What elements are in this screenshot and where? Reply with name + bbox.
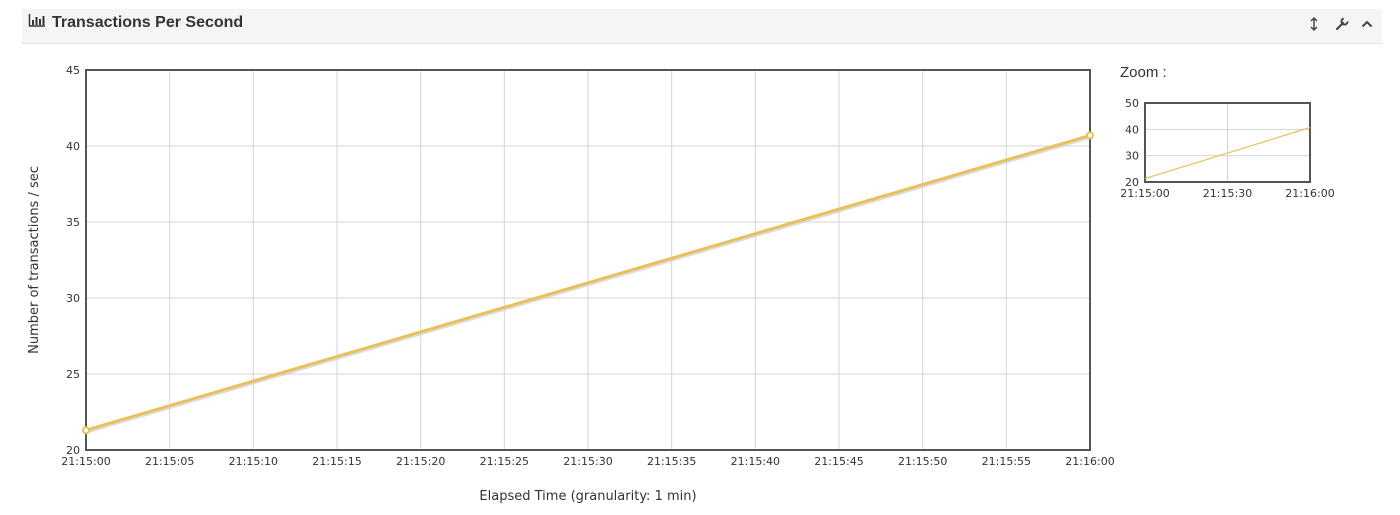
y-axis-title: Number of transactions / sec bbox=[27, 166, 42, 354]
wrench-icon[interactable] bbox=[1333, 14, 1351, 34]
x-tick-label: 21:15:35 bbox=[647, 455, 696, 468]
panel-header: Transactions Per Second bbox=[22, 9, 1382, 44]
x-tick-label: 21:15:05 bbox=[145, 455, 194, 468]
series-line bbox=[1144, 126, 1311, 180]
data-point bbox=[82, 426, 90, 435]
y-tick-label: 20 bbox=[66, 444, 80, 457]
x-tick-label: 21:15:25 bbox=[480, 455, 529, 468]
x-tick-label: 21:15:30 bbox=[1203, 187, 1252, 200]
data-point bbox=[1086, 131, 1094, 140]
x-tick-label: 21:15:55 bbox=[982, 455, 1031, 468]
x-tick-label: 21:15:20 bbox=[396, 455, 445, 468]
x-tick-label: 21:16:00 bbox=[1285, 187, 1334, 200]
y-tick-label: 25 bbox=[66, 368, 80, 381]
resize-icon[interactable] bbox=[1305, 14, 1323, 34]
y-tick-label: 30 bbox=[1125, 150, 1139, 163]
y-tick-label: 45 bbox=[66, 64, 80, 77]
plot-frame bbox=[1144, 102, 1311, 183]
series-shadow bbox=[85, 135, 1091, 434]
x-tick-label: 21:16:00 bbox=[1065, 455, 1114, 468]
x-tick-label: 21:15:50 bbox=[898, 455, 947, 468]
y-tick-label: 20 bbox=[1125, 176, 1139, 189]
x-tick-label: 21:15:40 bbox=[731, 455, 780, 468]
x-axis-title: Elapsed Time (granularity: 1 min) bbox=[479, 489, 696, 504]
main-chart[interactable]: 20 25 30 35 40 45 21:15:00 21:15:05 21:15:10 21:1… bbox=[0, 0, 1120, 515]
bar-chart-icon bbox=[28, 13, 46, 32]
panel-title: Transactions Per Second bbox=[28, 13, 243, 32]
y-tick-label: 40 bbox=[66, 140, 80, 153]
x-tick-label: 21:15:00 bbox=[61, 455, 110, 468]
x-tick-label: 21:15:45 bbox=[814, 455, 863, 468]
y-tick-label: 30 bbox=[66, 292, 80, 305]
series-line bbox=[85, 133, 1091, 432]
panel-title-text: Transactions Per Second bbox=[52, 13, 244, 31]
y-tick-label: 40 bbox=[1125, 123, 1139, 136]
y-tick-label: 50 bbox=[1125, 97, 1139, 110]
plot-frame bbox=[85, 69, 1091, 451]
x-tick-label: 21:15:10 bbox=[229, 455, 278, 468]
y-tick-label: 35 bbox=[66, 216, 80, 229]
x-tick-label: 21:15:30 bbox=[563, 455, 612, 468]
x-tick-label: 21:15:00 bbox=[1120, 187, 1169, 200]
x-tick-label: 21:15:15 bbox=[312, 455, 361, 468]
zoom-label: Zoom : bbox=[1120, 64, 1167, 81]
collapse-icon[interactable] bbox=[1358, 14, 1376, 34]
